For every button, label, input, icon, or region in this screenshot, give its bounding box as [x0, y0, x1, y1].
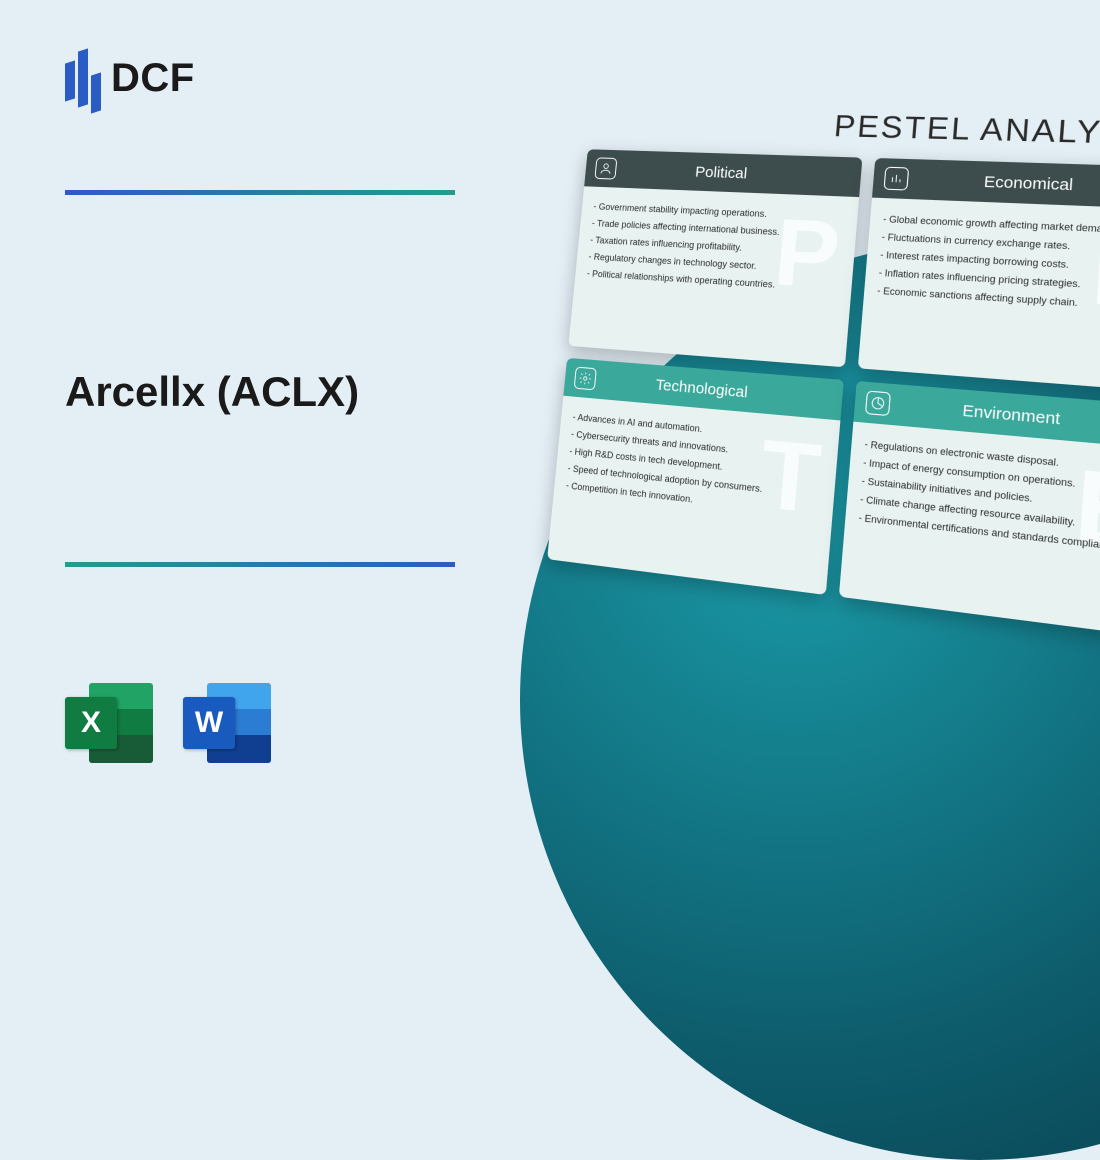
logo-bars-icon — [65, 50, 101, 106]
card-body: T- Advances in AI and automation.- Cyber… — [552, 396, 840, 538]
pestel-card: TechnologicalT- Advances in AI and autom… — [547, 358, 844, 595]
card-body: P- Government stability impacting operat… — [573, 186, 859, 311]
page-title: Arcellx (ACLX) — [65, 368, 359, 416]
card-body: E- Regulations on electronic waste dispo… — [844, 422, 1100, 577]
pestel-card: EnvironmentE- Regulations on electronic … — [839, 381, 1100, 638]
divider-bottom — [65, 562, 455, 567]
pestel-card: EconomicalE- Global economic growth affe… — [858, 158, 1100, 393]
card-body: E- Global economic growth affecting mark… — [862, 198, 1100, 334]
pestel-panel: PESTEL ANALYSIS PoliticalP- Government s… — [547, 105, 1100, 638]
logo-text: DCF — [111, 56, 195, 101]
pestel-heading: PESTEL ANALYSIS — [589, 105, 1100, 155]
gear-icon — [574, 367, 597, 391]
word-icon[interactable]: W — [183, 679, 271, 767]
card-title: Economical — [919, 170, 1100, 197]
logo: DCF — [65, 50, 195, 106]
pie-icon — [865, 390, 891, 416]
divider-top — [65, 190, 455, 195]
excel-icon[interactable]: X — [65, 679, 153, 767]
pestel-card: PoliticalP- Government stability impacti… — [568, 149, 862, 367]
person-icon — [594, 157, 617, 179]
card-title: Political — [625, 161, 851, 186]
file-icons-row: X W — [65, 679, 271, 767]
chart-icon — [883, 167, 909, 191]
